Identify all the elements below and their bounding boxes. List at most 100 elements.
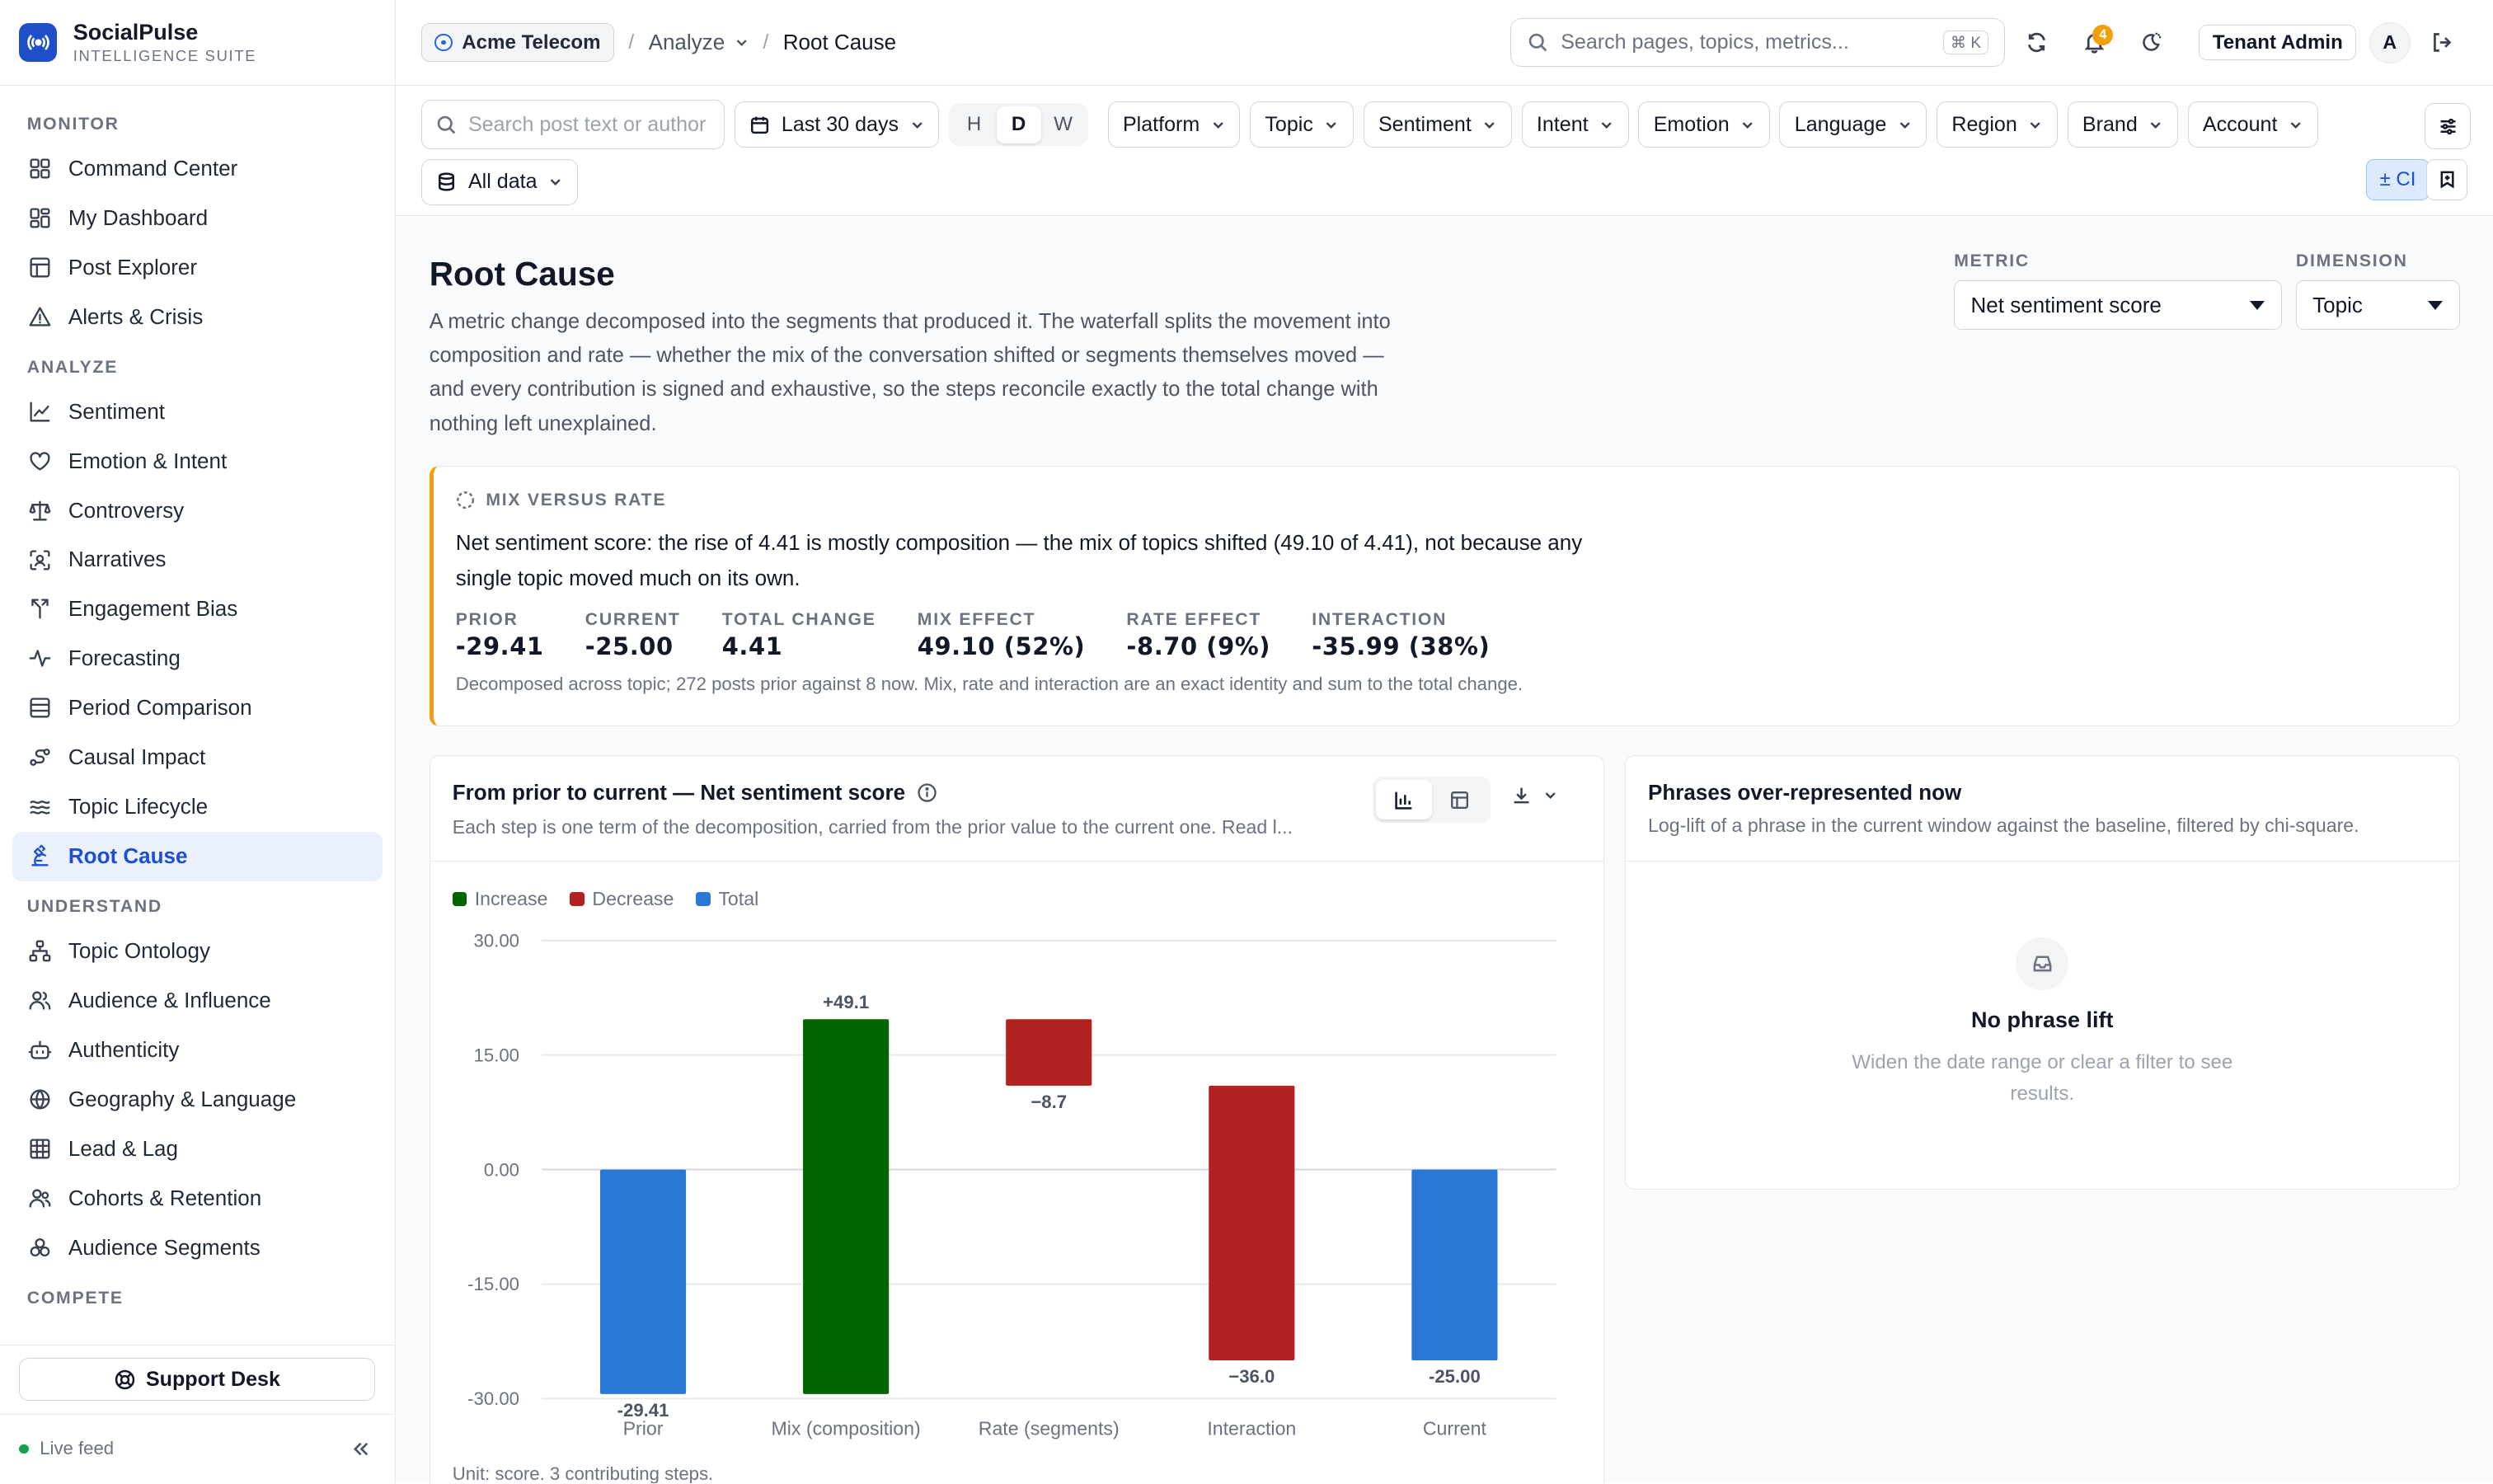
line-chart-icon (27, 399, 53, 425)
sidebar-item-sentiment[interactable]: Sentiment (12, 387, 382, 436)
filter-intent-select[interactable]: Intent (1521, 101, 1629, 148)
sidebar-item-command-center[interactable]: Command Center (12, 143, 382, 193)
scale-icon (27, 498, 53, 524)
phrases-title: Phrases over-represented now (1648, 779, 1962, 805)
global-search-input[interactable]: Search pages, topics, metrics... ⌘ K (1510, 17, 2006, 68)
phrases-subtitle: Log-lift of a phrase in the current wind… (1648, 815, 2359, 837)
data-label: −36.0 (1228, 1366, 1275, 1387)
filter-platform-select[interactable]: Platform (1107, 101, 1241, 148)
tenant-switcher[interactable]: Acme Telecom (421, 23, 614, 62)
empty-description: Widen the date range or clear a filter t… (1852, 1051, 2233, 1105)
table-view-button[interactable] (1432, 780, 1488, 819)
breadcrumb-separator: / (628, 31, 635, 54)
breadcrumb-separator: / (763, 31, 769, 54)
sidebar-item-topic-lifecycle[interactable]: Topic Lifecycle (12, 782, 382, 832)
sidebar-item-causal-impact[interactable]: Causal Impact (12, 733, 382, 782)
filter-sentiment-select[interactable]: Sentiment (1363, 101, 1512, 148)
refresh-button[interactable] (2012, 17, 2063, 68)
sidebar-item-cohorts-and-retention[interactable]: Cohorts & Retention (12, 1173, 382, 1223)
app-name: SocialPulse (73, 19, 199, 45)
granularity-w-button[interactable]: W (1054, 113, 1073, 136)
chevron-down-icon (2150, 121, 2161, 129)
confidence-interval-toggle[interactable]: ± CI (2366, 158, 2430, 200)
support-desk-button[interactable]: Support Desk (19, 1358, 376, 1402)
filter-emotion-select[interactable]: Emotion (1638, 101, 1770, 148)
bar-chart-icon (1395, 791, 1412, 810)
sidebar-item-label: Forecasting (68, 646, 181, 671)
bar-chart-view-button[interactable] (1376, 779, 1432, 820)
refresh-icon (2028, 32, 2046, 53)
kpi-interaction: INTERACTION -35.99 (38%) (1312, 610, 1490, 661)
filter-label: Sentiment (1378, 112, 1472, 136)
legend-swatch (570, 891, 585, 907)
avatar[interactable]: A (2369, 21, 2411, 63)
sidebar-item-emotion-and-intent[interactable]: Emotion & Intent (12, 436, 382, 486)
post-search-input[interactable]: Search post text or author (421, 100, 725, 150)
sidebar-item-root-cause[interactable]: Root Cause (12, 831, 383, 881)
grid-icon (27, 156, 53, 181)
filter-account-select[interactable]: Account (2187, 101, 2318, 148)
brand[interactable]: SocialPulse INTELLIGENCE SUITE (0, 0, 396, 87)
sidebar-item-lead-and-lag[interactable]: Lead & Lag (12, 1124, 382, 1173)
sidebar-item-audience-and-influence[interactable]: Audience & Influence (12, 976, 382, 1026)
sidebar-item-authenticity[interactable]: Authenticity (12, 1026, 382, 1075)
filter-label: Region (1951, 112, 2017, 136)
target-icon (434, 33, 453, 52)
filter-brand-select[interactable]: Brand (2067, 101, 2178, 148)
breadcrumb-analyze[interactable]: Analyze (649, 30, 749, 55)
sidebar-item-geography-and-language[interactable]: Geography & Language (12, 1075, 382, 1125)
chevron-down-icon (1899, 121, 1910, 129)
notifications-button[interactable]: 4 (2068, 17, 2120, 68)
sidebar-item-audience-segments[interactable]: Audience Segments (12, 1223, 382, 1272)
role-badge[interactable]: Tenant Admin (2199, 25, 2357, 60)
legend-item-total: Total (696, 888, 758, 910)
nav-section-monitor: MONITOR (26, 114, 120, 134)
theme-toggle-button[interactable] (2126, 17, 2177, 68)
dimension-select[interactable]: Topic (2295, 280, 2460, 331)
support-desk-label: Support Desk (145, 1367, 280, 1391)
filter-region-select[interactable]: Region (1937, 101, 2058, 148)
x-tick-label: Current (1423, 1418, 1487, 1439)
sidebar-item-my-dashboard[interactable]: My Dashboard (12, 193, 382, 242)
granularity-d-button[interactable]: D (996, 106, 1041, 143)
filter-bar: Search post text or author Last 30 days … (396, 86, 2493, 217)
y-tick-label: -30.00 (467, 1388, 519, 1409)
logout-button[interactable] (2416, 17, 2467, 68)
chart-legend: Increase Decrease Total (452, 888, 782, 910)
sidebar-item-alerts-and-crisis[interactable]: Alerts & Crisis (12, 292, 382, 341)
rows-icon (27, 695, 53, 721)
data-label: −8.7 (1031, 1092, 1067, 1112)
segments-icon (27, 1235, 53, 1261)
data-scope-label: All data (467, 170, 538, 194)
date-range-select[interactable]: Last 30 days (734, 101, 940, 148)
kpi-value: 49.10 (52%) (917, 632, 1086, 661)
filter-settings-button[interactable] (2425, 103, 2472, 150)
data-label: -29.41 (617, 1400, 669, 1421)
sidebar-item-post-explorer[interactable]: Post Explorer (12, 242, 382, 292)
heart-icon (27, 448, 53, 474)
caret-down-icon (2428, 300, 2444, 310)
collapse-sidebar-icon[interactable] (346, 1435, 375, 1463)
chevron-down-icon (736, 40, 747, 46)
data-scope-select[interactable]: All data (421, 158, 578, 205)
search-icon (438, 115, 456, 134)
filter-language-select[interactable]: Language (1779, 101, 1927, 148)
bookmark-button[interactable] (2426, 158, 2468, 200)
granularity-h-button[interactable]: H (966, 113, 982, 136)
nav-section-analyze: ANALYZE (26, 357, 119, 377)
metric-select[interactable]: Net sentiment score (1954, 280, 2282, 331)
filter-topic-select[interactable]: Topic (1250, 101, 1354, 148)
sidebar-item-period-comparison[interactable]: Period Comparison (12, 683, 382, 733)
chevron-down-icon (2290, 121, 2301, 129)
download-menu-button[interactable] (1511, 785, 1557, 805)
sidebar: SocialPulse INTELLIGENCE SUITE MONITOR Co… (0, 0, 397, 1484)
waterfall-bar-total (1411, 1169, 1498, 1360)
sidebar-item-topic-ontology[interactable]: Topic Ontology (12, 927, 382, 976)
sidebar-item-forecasting[interactable]: Forecasting (12, 634, 382, 683)
info-icon[interactable] (917, 782, 937, 803)
filter-label: Account (2202, 112, 2278, 136)
sidebar-item-engagement-bias[interactable]: Engagement Bias (12, 585, 382, 634)
sidebar-item-narratives[interactable]: Narratives (12, 535, 382, 585)
topbar: Acme Telecom / Analyze / Root Cause Sear… (396, 0, 2493, 87)
sidebar-item-controversy[interactable]: Controversy (12, 486, 382, 535)
